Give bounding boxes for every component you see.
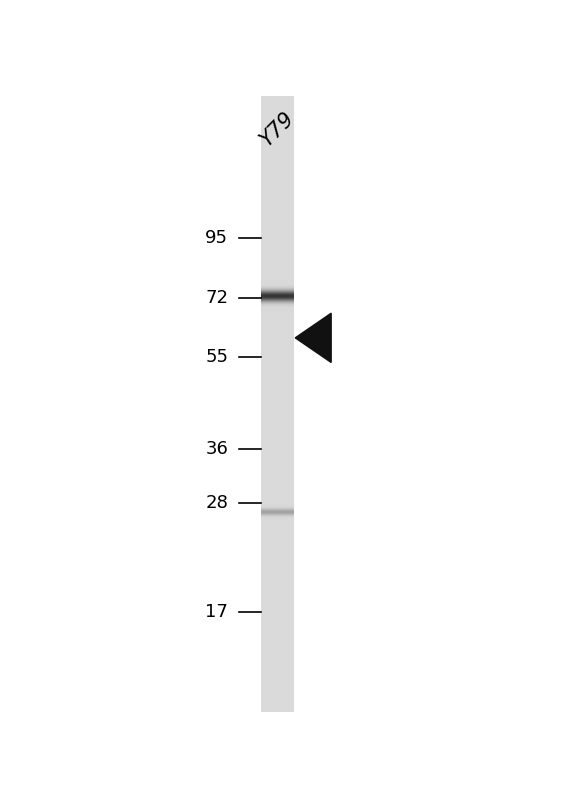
Polygon shape [295,313,331,362]
Text: 17: 17 [206,602,228,621]
Text: Y79: Y79 [257,108,298,150]
Text: 72: 72 [205,290,228,307]
Text: 55: 55 [205,348,228,366]
Text: 95: 95 [205,229,228,247]
Text: 36: 36 [206,440,228,458]
Text: 28: 28 [206,494,228,512]
